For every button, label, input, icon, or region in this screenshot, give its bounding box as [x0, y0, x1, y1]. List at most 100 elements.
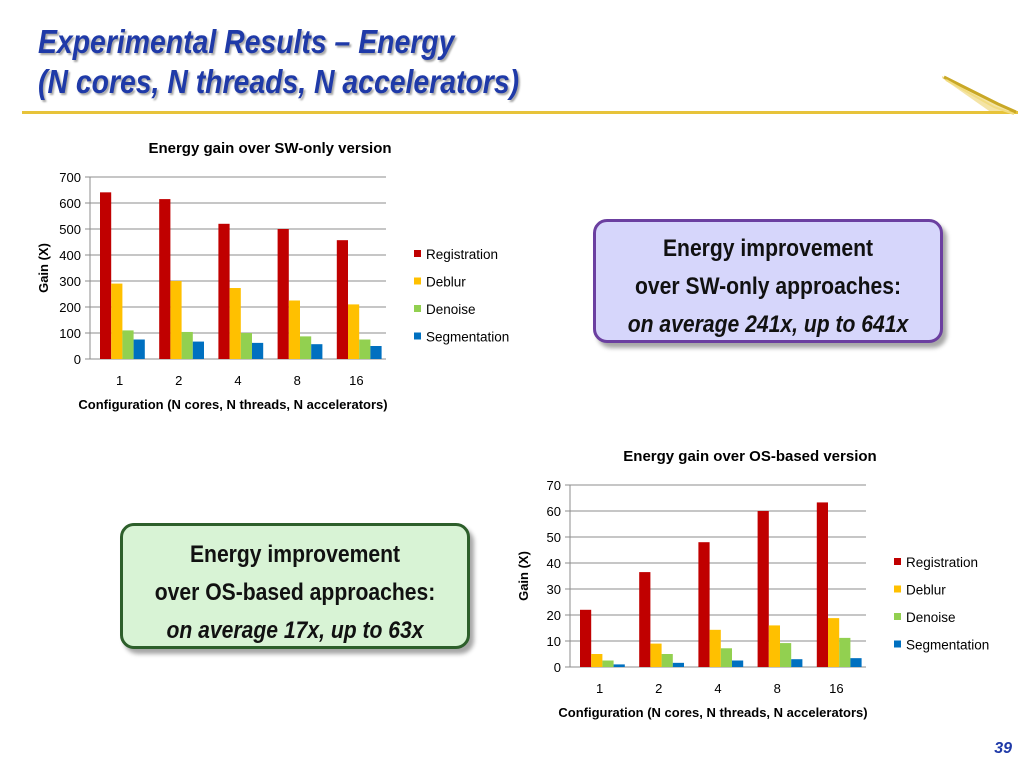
chart2-ytick-label: 0: [554, 660, 561, 675]
chart1-bar-segmentation-1: [133, 339, 145, 359]
chart1-bar-deblur-1: [111, 283, 123, 359]
chart2-legend-label-denoise: Denoise: [906, 610, 956, 625]
chart1-xtick-label: 2: [175, 373, 182, 388]
chart1-bar-registration-2: [159, 199, 171, 359]
page-number: 39: [994, 740, 1012, 757]
sw-callout-line1: Energy improvement: [662, 235, 874, 262]
chart2-title: Energy gain over OS-based version: [623, 448, 876, 465]
chart1-bar-registration-8: [277, 229, 289, 359]
arrow-decoration-icon: [942, 75, 1018, 115]
slide-title-line2: (N cores, N threads, N accelerators): [38, 63, 520, 100]
chart1-legend-label-registration: Registration: [426, 247, 498, 262]
chart2-bar-segmentation-4: [732, 660, 744, 667]
os-callout-line2: over OS-based approaches:: [154, 579, 436, 606]
chart2-ytick-label: 10: [547, 634, 561, 649]
chart1-ytick-label: 600: [59, 196, 81, 211]
chart1-xtick-label: 8: [294, 373, 301, 388]
chart1-ytick-label: 700: [59, 170, 81, 185]
chart2-xtick-label: 16: [829, 681, 843, 696]
chart1-bar-segmentation-16: [370, 346, 382, 359]
sw-energy-gain-chart: Energy gain over SW-only version 0 100 200 3…: [36, 140, 509, 412]
chart2-bar-denoise-2: [661, 654, 673, 667]
chart2-bar-denoise-16: [839, 637, 851, 667]
sw-improvement-callout: Energy improvement over SW-only approach…: [593, 219, 943, 343]
chart1-ytick-label: 500: [59, 222, 81, 237]
chart2-bar-denoise-8: [780, 643, 792, 667]
chart2-bar-segmentation-8: [791, 659, 803, 667]
chart2-xtick-label: 1: [596, 681, 603, 696]
chart1-xlabel: Configuration (N cores, N threads, N acc…: [78, 397, 387, 412]
chart2-bar-deblur-16: [828, 618, 840, 667]
chart1-bar-deblur-2: [170, 281, 182, 359]
chart1-legend-swatch-denoise: [414, 305, 421, 312]
chart2-bar-deblur-8: [768, 625, 780, 667]
chart1-bar-deblur-16: [348, 304, 360, 359]
chart1-title: Energy gain over SW-only version: [148, 140, 391, 157]
chart1-bar-denoise-4: [240, 333, 252, 359]
chart2-bar-registration-16: [816, 502, 828, 667]
slide-title: Experimental Results – Energy (N cores, …: [38, 22, 519, 102]
os-callout-line3: on average 17x, up to 63x: [166, 617, 424, 644]
chart1-bar-denoise-16: [359, 339, 371, 359]
chart2-bar-registration-1: [580, 609, 592, 667]
chart2-bar-registration-4: [698, 542, 710, 667]
chart2-ylabel: Gain (X): [516, 551, 531, 601]
chart2-bar-denoise-4: [720, 648, 732, 667]
chart2-xlabel: Configuration (N cores, N threads, N acc…: [558, 705, 867, 720]
chart1-legend-label-denoise: Denoise: [426, 302, 476, 317]
chart2-ytick-label: 40: [547, 556, 561, 571]
chart2-ytick-label: 60: [547, 504, 561, 519]
chart1-ytick-label: 400: [59, 248, 81, 263]
chart1-xtick-label: 16: [349, 373, 363, 388]
chart2-ytick-label: 70: [547, 478, 561, 493]
chart2-xtick-label: 2: [655, 681, 662, 696]
chart2-legend-swatch-segmentation: [894, 640, 901, 648]
chart1-bar-segmentation-4: [252, 342, 264, 359]
chart2-ytick-label: 30: [547, 582, 561, 597]
chart1-xtick-label: 4: [234, 373, 241, 388]
os-callout-line1: Energy improvement: [189, 541, 401, 568]
chart1-bar-segmentation-8: [311, 344, 323, 359]
slide-title-line1: Experimental Results – Energy: [38, 23, 455, 60]
chart1-bar-segmentation-2: [192, 341, 204, 359]
chart2-legend-label-segmentation: Segmentation: [906, 638, 989, 653]
os-improvement-callout: Energy improvement over OS-based approac…: [120, 523, 470, 649]
sw-callout-line3: on average 241x, up to 641x: [627, 311, 909, 338]
chart2-bar-deblur-2: [650, 643, 662, 667]
chart2-bar-denoise-1: [602, 660, 614, 667]
chart1-legend-swatch-segmentation: [414, 332, 421, 340]
chart1-bar-registration-4: [218, 223, 230, 359]
chart2-legend-label-registration: Registration: [906, 555, 978, 570]
chart1-bar-denoise-1: [122, 330, 134, 359]
chart1-bar-deblur-8: [288, 300, 300, 359]
chart2-bar-deblur-4: [709, 629, 721, 667]
chart1-ytick-label: 200: [59, 300, 81, 315]
chart2-legend-swatch-registration: [894, 558, 901, 565]
chart2-legend-swatch-deblur: [894, 585, 901, 593]
chart1-ytick-label: 0: [74, 352, 81, 367]
chart2-bar-deblur-1: [591, 654, 603, 667]
chart2-bar-registration-8: [757, 511, 769, 667]
sw-callout-line2: over SW-only approaches:: [635, 273, 901, 300]
chart2-bar-segmentation-2: [672, 662, 684, 667]
os-energy-gain-chart: Energy gain over OS-based version 0 10 20 30…: [516, 448, 989, 720]
chart1-bar-deblur-4: [229, 288, 241, 359]
chart2-bar-segmentation-1: [613, 664, 625, 667]
chart1-bar-denoise-8: [300, 336, 312, 359]
chart2-xtick-label: 8: [774, 681, 781, 696]
chart1-legend-swatch-deblur: [414, 277, 421, 285]
chart2-legend-swatch-denoise: [894, 613, 901, 620]
chart2-ytick-label: 50: [547, 530, 561, 545]
chart2-bar-segmentation-16: [850, 658, 862, 667]
chart1-bar-registration-16: [336, 240, 348, 359]
chart1-ylabel: Gain (X): [36, 243, 51, 293]
chart2-bar-registration-2: [639, 572, 651, 667]
title-divider: [22, 111, 1018, 114]
chart2-ytick-label: 20: [547, 608, 561, 623]
chart1-ytick-label: 300: [59, 274, 81, 289]
chart1-legend-label-segmentation: Segmentation: [426, 330, 509, 345]
chart2-xtick-label: 4: [714, 681, 721, 696]
chart1-bar-registration-1: [100, 192, 112, 359]
chart1-ytick-label: 100: [59, 326, 81, 341]
chart2-legend-label-deblur: Deblur: [906, 583, 946, 598]
